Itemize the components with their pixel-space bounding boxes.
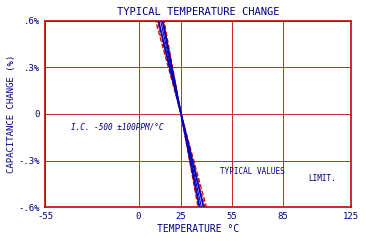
Title: TYPICAL TEMPERATURE CHANGE: TYPICAL TEMPERATURE CHANGE xyxy=(117,7,279,17)
Text: I.C. -500 ±100PPM/°C: I.C. -500 ±100PPM/°C xyxy=(71,122,163,132)
X-axis label: TEMPERATURE °C: TEMPERATURE °C xyxy=(157,224,239,234)
Y-axis label: CAPACITANCE CHANGE (%): CAPACITANCE CHANGE (%) xyxy=(7,55,16,173)
Text: LIMIT.: LIMIT. xyxy=(309,174,336,183)
Text: TYPICAL VALUES: TYPICAL VALUES xyxy=(220,167,285,176)
